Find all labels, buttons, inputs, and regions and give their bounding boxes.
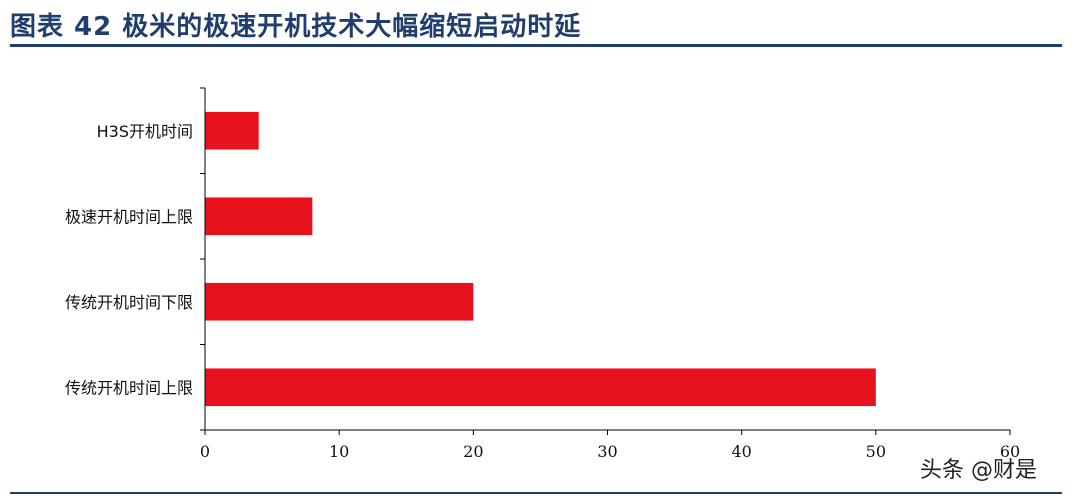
x-axis: 0 10 20 30 40 50 60 <box>200 429 1020 461</box>
x-tick-label: 40 <box>731 442 751 461</box>
x-tick-label: 50 <box>866 442 886 461</box>
bar <box>205 282 474 321</box>
footer-rule <box>10 492 1062 494</box>
bar <box>205 368 876 407</box>
x-tick-label: 20 <box>463 442 483 461</box>
y-tick-label: 极速开机时间上限 <box>65 207 193 226</box>
x-tick-label: 0 <box>200 442 210 461</box>
y-tick-label: 传统开机时间下限 <box>65 293 193 312</box>
bars-group <box>205 111 876 407</box>
x-tick-label: 60 <box>1000 442 1020 461</box>
bar <box>205 197 313 236</box>
watermark-text: 头条 @财是 <box>920 458 1037 483</box>
y-tick-label: 传统开机时间上限 <box>65 378 193 397</box>
bar <box>205 111 259 150</box>
figure-title: 图表 42 极米的极速开机技术大幅缩短启动时延 <box>10 12 582 42</box>
x-tick-label: 10 <box>329 442 349 461</box>
report-header: 图表 42 极米的极速开机技术大幅缩短启动时延 <box>0 0 1078 48</box>
header-rule <box>10 44 1062 47</box>
x-tick-label: 30 <box>597 442 617 461</box>
y-tick-label: H3S开机时间 <box>97 122 193 141</box>
